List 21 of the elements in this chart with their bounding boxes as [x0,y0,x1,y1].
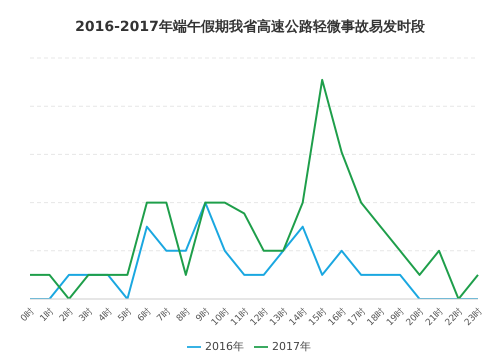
x-tick-label: 11时 [228,306,251,328]
x-tick-label: 16时 [326,306,348,328]
legend-label: 2016年 [205,340,244,353]
x-tick-label: 14时 [287,306,310,328]
x-tick-label: 15时 [306,306,329,328]
x-tick-label: 10时 [209,306,232,328]
x-tick-label: 6时 [135,306,154,324]
x-tick-label: 8时 [174,306,192,324]
x-tick-label: 2时 [57,306,76,324]
x-tick-label: 0时 [18,306,37,324]
legend-label: 2017年 [272,340,311,353]
x-tick-label: 13时 [268,306,290,328]
x-tick-label: 9时 [194,306,212,324]
x-tick-label: 1时 [38,306,56,324]
x-tick-label: 12时 [248,306,270,328]
x-tick-label: 5时 [116,306,134,324]
x-tick-label: 7时 [154,306,173,324]
x-tick-label: 17时 [346,306,368,328]
x-tick-label: 4时 [96,306,115,324]
x-tick-label: 3时 [76,306,96,324]
chart-title: 2016-2017年端午假期我省高速公路轻微事故易发时段 [74,18,426,37]
